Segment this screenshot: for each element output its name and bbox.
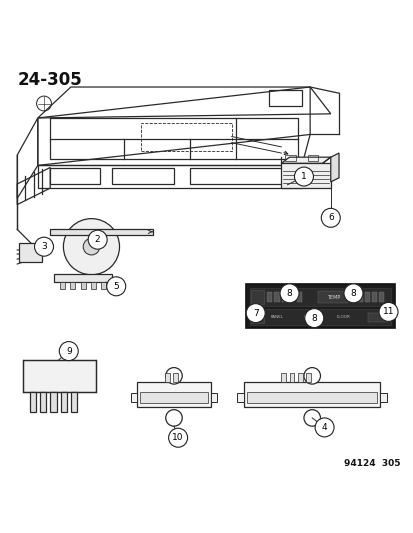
Text: BI-LEV: BI-LEV: [303, 315, 316, 319]
FancyBboxPatch shape: [23, 360, 95, 392]
Polygon shape: [330, 153, 338, 182]
Circle shape: [343, 284, 362, 303]
Circle shape: [303, 410, 320, 426]
FancyBboxPatch shape: [101, 282, 106, 289]
Text: 8: 8: [350, 289, 356, 298]
FancyBboxPatch shape: [91, 282, 96, 289]
FancyBboxPatch shape: [60, 392, 67, 411]
FancyBboxPatch shape: [211, 393, 217, 402]
Text: 94124  305: 94124 305: [344, 459, 400, 468]
FancyBboxPatch shape: [40, 392, 46, 411]
Text: PANEL: PANEL: [270, 315, 283, 319]
Circle shape: [168, 428, 187, 447]
FancyBboxPatch shape: [280, 163, 330, 188]
FancyBboxPatch shape: [364, 292, 369, 302]
Circle shape: [59, 342, 78, 361]
Circle shape: [314, 418, 333, 437]
Text: 4: 4: [321, 423, 327, 432]
FancyBboxPatch shape: [50, 392, 57, 411]
Text: 3: 3: [41, 242, 47, 251]
FancyBboxPatch shape: [81, 282, 85, 289]
Text: 7: 7: [252, 309, 258, 318]
FancyBboxPatch shape: [281, 292, 286, 302]
FancyBboxPatch shape: [296, 292, 301, 302]
FancyBboxPatch shape: [70, 282, 75, 289]
FancyBboxPatch shape: [367, 313, 387, 322]
FancyBboxPatch shape: [250, 309, 390, 325]
FancyBboxPatch shape: [137, 382, 211, 407]
Circle shape: [279, 284, 298, 303]
Text: 10: 10: [172, 433, 183, 442]
FancyBboxPatch shape: [250, 288, 390, 306]
FancyBboxPatch shape: [371, 292, 376, 302]
Circle shape: [63, 219, 119, 274]
Circle shape: [165, 410, 182, 426]
FancyBboxPatch shape: [266, 292, 271, 302]
Text: 5: 5: [113, 282, 119, 291]
FancyBboxPatch shape: [288, 292, 294, 302]
FancyBboxPatch shape: [251, 289, 263, 304]
FancyBboxPatch shape: [19, 243, 42, 262]
Text: FLOOR: FLOOR: [335, 315, 349, 319]
Circle shape: [304, 309, 323, 328]
FancyBboxPatch shape: [54, 274, 112, 282]
Text: 9: 9: [66, 346, 71, 356]
FancyBboxPatch shape: [164, 373, 169, 382]
FancyBboxPatch shape: [140, 392, 207, 403]
FancyBboxPatch shape: [71, 392, 77, 411]
FancyBboxPatch shape: [244, 382, 380, 407]
Circle shape: [165, 368, 182, 384]
FancyBboxPatch shape: [297, 373, 302, 382]
FancyBboxPatch shape: [247, 392, 376, 403]
Circle shape: [320, 208, 339, 227]
Text: 8: 8: [311, 313, 316, 322]
Circle shape: [34, 237, 53, 256]
FancyBboxPatch shape: [280, 373, 285, 382]
FancyBboxPatch shape: [29, 392, 36, 411]
Circle shape: [107, 277, 126, 296]
Text: 2: 2: [95, 235, 100, 244]
Text: 11: 11: [382, 308, 393, 317]
FancyBboxPatch shape: [60, 282, 65, 289]
FancyBboxPatch shape: [251, 311, 263, 324]
FancyBboxPatch shape: [50, 229, 153, 235]
Text: 1: 1: [300, 172, 306, 181]
FancyBboxPatch shape: [378, 292, 383, 302]
Polygon shape: [280, 157, 330, 163]
Text: TEMP: TEMP: [326, 295, 339, 300]
Circle shape: [303, 368, 320, 384]
Circle shape: [83, 238, 100, 255]
FancyBboxPatch shape: [350, 292, 355, 302]
Circle shape: [378, 302, 397, 321]
FancyBboxPatch shape: [131, 393, 137, 402]
FancyBboxPatch shape: [237, 393, 244, 402]
FancyBboxPatch shape: [357, 292, 362, 302]
FancyBboxPatch shape: [380, 393, 387, 402]
FancyBboxPatch shape: [246, 284, 394, 328]
FancyBboxPatch shape: [273, 292, 279, 302]
Text: 8: 8: [286, 289, 292, 298]
Circle shape: [246, 304, 265, 322]
Circle shape: [88, 230, 107, 249]
FancyBboxPatch shape: [173, 373, 178, 382]
FancyBboxPatch shape: [305, 373, 310, 382]
Text: 24-305: 24-305: [17, 70, 82, 88]
FancyBboxPatch shape: [289, 373, 294, 382]
Circle shape: [294, 167, 313, 186]
FancyBboxPatch shape: [318, 291, 347, 303]
Text: 6: 6: [327, 213, 333, 222]
